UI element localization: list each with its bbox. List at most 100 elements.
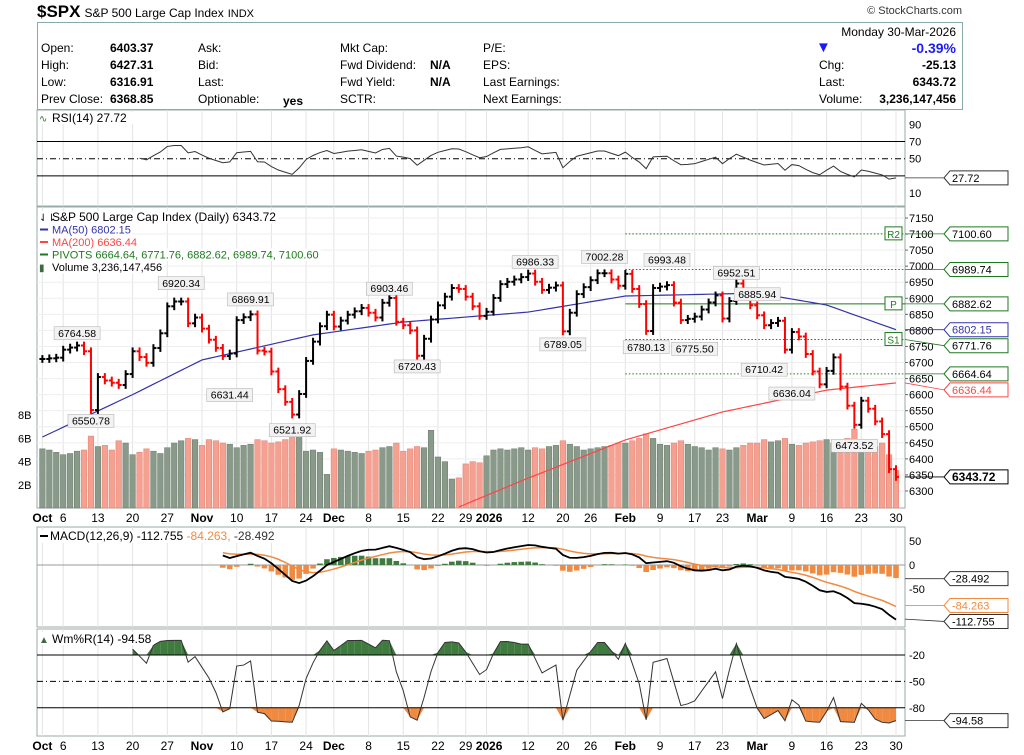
price-tag-box (943, 261, 1009, 277)
macd-histogram-bar (365, 556, 372, 565)
price-bar (566, 308, 573, 336)
x-tick-label: 24 (299, 739, 313, 753)
wr-overbought-fill (326, 640, 334, 655)
x-tick-label: 20 (126, 511, 140, 525)
stockcharts-credit[interactable]: © StockCharts.com (867, 5, 962, 17)
volume-bar (393, 442, 400, 509)
macd-histogram-bar (643, 565, 649, 573)
volume-bar (87, 435, 95, 509)
price-bar (775, 316, 782, 327)
volume-bar (469, 461, 476, 509)
low-value: 6316.91 (110, 75, 154, 89)
volume-bar (212, 440, 219, 509)
price-bar (546, 283, 552, 294)
macd-histogram-bar (303, 565, 309, 574)
price-bar (171, 297, 178, 311)
volume-bar (150, 450, 157, 509)
x-tick-label: 6 (60, 739, 67, 753)
macd-histogram-bar (268, 565, 275, 572)
wr-tag-box (943, 713, 1009, 729)
wr-oversold-fill (847, 707, 855, 723)
volume-bar (719, 448, 726, 509)
price-bar (74, 341, 81, 352)
x-tick-label: 30 (889, 511, 903, 525)
wr-oversold-fill (646, 707, 654, 720)
macd-histogram-bar (483, 565, 490, 566)
macd-histogram-bar (261, 565, 268, 569)
price-annotation-box (206, 388, 254, 402)
macd-histogram-bar (671, 565, 677, 569)
x-tick-label: Oct (32, 511, 52, 525)
volume-bar (747, 442, 754, 509)
price-bar (136, 347, 143, 361)
macd-histogram-bar (775, 565, 781, 569)
x-tick-label: 27 (161, 739, 175, 753)
volume-bar (830, 442, 837, 509)
x-tick-label: 29 (459, 739, 473, 753)
wr-line (132, 639, 897, 724)
macd-histogram-bar (351, 555, 358, 565)
price-annotation: 6993.48 (648, 254, 686, 266)
volume-bar (636, 438, 643, 509)
price-annotation-box (539, 337, 587, 352)
price-annotation: 6720.43 (398, 361, 436, 373)
price-tick-label: 6400 (909, 454, 933, 466)
pivot-label: R2 (887, 230, 900, 241)
macd-histogram-bar (587, 565, 594, 568)
high-label: High: (41, 58, 70, 72)
x-tick-label: 15 (397, 739, 411, 753)
price-bar (192, 313, 199, 328)
price-bar (684, 314, 691, 324)
price-bar (816, 367, 823, 389)
price-bar (872, 404, 879, 426)
symbol: $SPX (37, 2, 81, 21)
price-bar (199, 313, 205, 333)
price-tag: 6664.64 (952, 369, 992, 381)
volume-bar (497, 448, 504, 509)
rsi-icon: ∿ (39, 114, 47, 125)
macd-histogram-bar (733, 563, 740, 565)
volume-bar (511, 448, 518, 509)
rsi-tag: 27.72 (952, 173, 980, 185)
wr-oversold-fill (805, 707, 813, 722)
macd-line (222, 544, 897, 621)
volume-bar (226, 443, 233, 509)
price-annotation-box (622, 340, 670, 355)
volume-bar (427, 430, 435, 509)
x-tick-label: Feb (615, 739, 636, 753)
volume-bar (670, 442, 677, 509)
macd-histogram-bar (608, 564, 615, 565)
volume-bar (552, 445, 559, 509)
price-bar (337, 316, 344, 331)
volume-bar (455, 477, 462, 509)
rsi-tick-label: 10 (909, 188, 921, 200)
chart-title: $SPX S&P 500 Large Cap Index INDX (37, 2, 254, 22)
down-triangle-icon: ▼ (816, 39, 831, 56)
macd-histogram-bar (567, 565, 573, 572)
price-tick-label: 6450 (909, 438, 933, 450)
pivot-label: P (890, 300, 897, 311)
price-annotation-box (768, 386, 816, 401)
percent-change: -0.39% (911, 40, 956, 56)
volume-bar (67, 453, 74, 509)
volume-bar (400, 450, 407, 509)
macd-histogram-bar (789, 565, 795, 571)
volume-bar (254, 439, 261, 509)
price-bar (455, 284, 462, 293)
wr-oversold-fill (410, 707, 418, 721)
volume-bar (761, 439, 768, 509)
volume-bar (178, 440, 185, 509)
macd-histogram-bar (233, 565, 240, 567)
price-bar (788, 328, 795, 354)
volume-bar (344, 450, 351, 509)
macd-histogram-bar (698, 565, 705, 571)
macd-tag-leader (904, 618, 945, 622)
price-bar (268, 347, 275, 376)
legend-volume: Volume 3,236,147,456 (52, 262, 162, 274)
price-bar (636, 285, 643, 308)
macd-histogram-bar (317, 563, 323, 565)
volume-bar (219, 442, 226, 509)
volume-bar (143, 448, 150, 509)
volume-bar (643, 433, 650, 509)
